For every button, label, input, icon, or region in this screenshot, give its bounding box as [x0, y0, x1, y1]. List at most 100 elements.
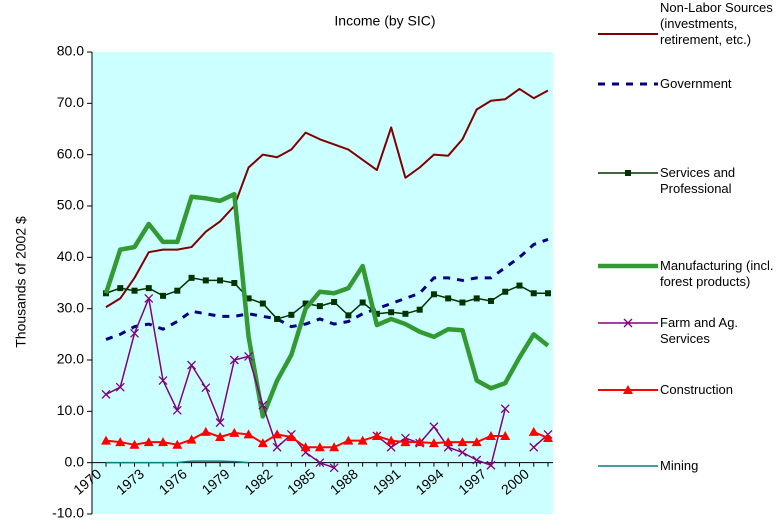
data-point [131, 287, 138, 294]
data-point [145, 285, 152, 292]
y-tick-label: 20.0 [57, 351, 84, 367]
data-point [402, 310, 409, 317]
data-point [174, 287, 181, 294]
data-point [416, 306, 423, 313]
y-tick-label: 30.0 [57, 299, 84, 315]
chart-title: Income (by SIC) [334, 13, 435, 29]
data-point [172, 439, 183, 449]
data-point [258, 400, 268, 410]
data-point [316, 303, 323, 310]
data-point [217, 277, 224, 284]
data-point [471, 437, 482, 447]
y-tick-label: 80.0 [57, 43, 84, 59]
data-point [315, 458, 325, 468]
data-point [502, 288, 509, 295]
series-line [105, 237, 549, 341]
data-point [186, 434, 197, 444]
data-point [158, 437, 169, 447]
data-point [487, 297, 494, 304]
data-point [516, 282, 523, 289]
data-point [430, 291, 437, 298]
legend-marker [625, 170, 631, 176]
data-point [101, 389, 111, 399]
data-point [428, 438, 439, 448]
data-point [286, 432, 297, 441]
y-tick-label: 10.0 [57, 402, 84, 418]
series-line [105, 87, 549, 308]
data-point [414, 437, 425, 447]
y-tick-label: -10.0 [52, 505, 84, 521]
data-point [302, 300, 309, 307]
data-point [343, 435, 354, 445]
data-point [259, 300, 266, 307]
data-point [288, 311, 295, 318]
legend-label: Farm and Ag. Services [660, 315, 739, 346]
data-point [500, 430, 511, 440]
data-point [115, 437, 126, 447]
data-point [243, 429, 254, 439]
legend-label: Services and Professional [660, 165, 736, 196]
data-point [172, 405, 182, 415]
data-point [329, 463, 339, 473]
data-point [485, 430, 496, 440]
y-tick-label: 40.0 [57, 248, 84, 264]
y-axis-label: Thousands of 2002 $ [13, 216, 29, 348]
data-point [300, 442, 311, 452]
y-tick-label: 70.0 [57, 94, 84, 110]
series-line [103, 191, 550, 419]
data-point [314, 442, 325, 452]
series-line [106, 460, 249, 464]
data-point [188, 274, 195, 281]
data-point [472, 455, 482, 465]
data-point [545, 290, 551, 297]
legend-label: Manufacturing (incl. forest products) [660, 258, 774, 289]
data-point [115, 382, 125, 392]
data-point [331, 298, 338, 305]
legend-label: Mining [660, 458, 699, 473]
data-point [329, 442, 340, 452]
data-point [231, 280, 238, 286]
plot-area [92, 52, 553, 514]
data-point [459, 299, 466, 306]
y-tick-label: 50.0 [57, 197, 84, 213]
data-point [143, 437, 154, 447]
legend-marker [623, 318, 633, 328]
data-point [158, 376, 168, 385]
data-point [187, 360, 197, 370]
data-point [274, 315, 281, 322]
data-point [160, 292, 167, 299]
data-point [229, 427, 240, 437]
data-point [101, 435, 111, 445]
data-point [473, 295, 480, 302]
data-point [500, 404, 510, 414]
y-tick-label: 60.0 [57, 145, 84, 161]
data-point [528, 426, 539, 436]
data-point [272, 429, 283, 439]
legend-label: Construction [660, 382, 733, 397]
legend-label: Government [660, 76, 732, 91]
data-point [443, 437, 454, 447]
data-point [373, 310, 380, 317]
data-point [386, 435, 397, 445]
data-point [357, 435, 368, 445]
legend-marker [623, 385, 633, 394]
legend-label: Non-Labor Sources (investments, retireme… [660, 0, 773, 47]
data-point [130, 328, 139, 338]
data-point [388, 309, 395, 316]
data-point [371, 430, 382, 440]
data-point [129, 439, 140, 449]
data-point [245, 295, 252, 302]
data-point [359, 299, 366, 306]
data-point [117, 285, 124, 292]
data-point [215, 418, 225, 428]
data-point [144, 293, 154, 303]
data-point [345, 312, 352, 319]
data-point [272, 442, 282, 452]
data-point [244, 351, 254, 361]
data-point [457, 437, 468, 447]
data-point [202, 277, 209, 284]
data-point [530, 290, 537, 297]
data-point [257, 438, 268, 448]
